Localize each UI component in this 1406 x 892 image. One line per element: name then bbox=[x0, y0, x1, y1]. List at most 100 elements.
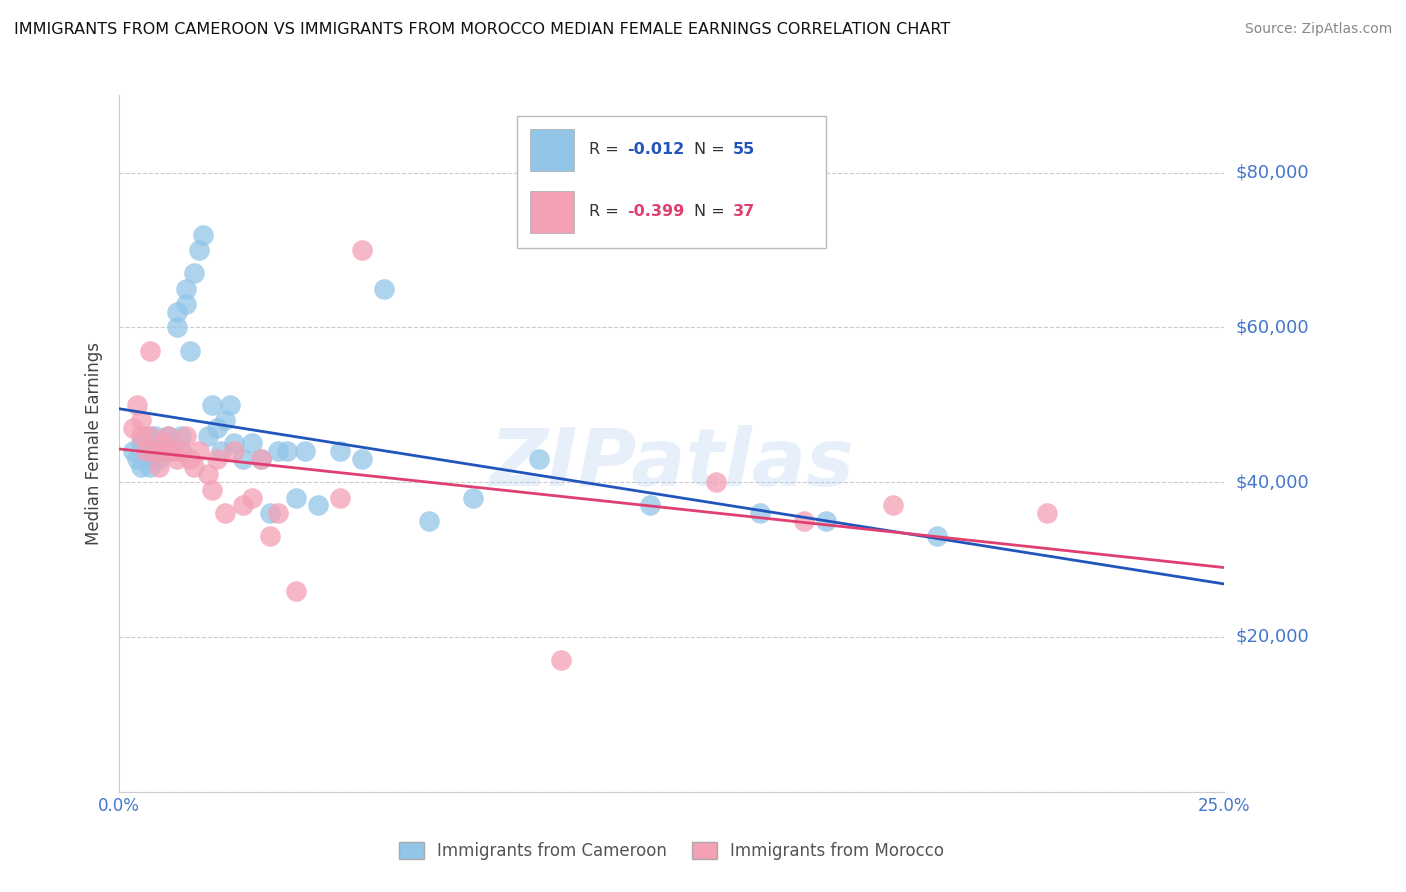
Point bbox=[139, 452, 162, 467]
Point bbox=[135, 444, 157, 458]
Point bbox=[162, 444, 184, 458]
Point bbox=[170, 429, 193, 443]
Text: $80,000: $80,000 bbox=[1236, 163, 1309, 182]
Bar bbox=[530, 128, 575, 170]
Point bbox=[704, 475, 727, 490]
Point bbox=[197, 467, 219, 482]
Point bbox=[143, 444, 166, 458]
Point bbox=[125, 452, 148, 467]
Point bbox=[187, 444, 209, 458]
Text: 37: 37 bbox=[733, 204, 755, 219]
Text: ZIPatlas: ZIPatlas bbox=[489, 425, 855, 503]
Text: $60,000: $60,000 bbox=[1236, 318, 1309, 336]
Point bbox=[418, 514, 440, 528]
Point bbox=[187, 243, 209, 257]
Text: $20,000: $20,000 bbox=[1236, 628, 1309, 646]
Point bbox=[166, 305, 188, 319]
Bar bbox=[517, 116, 827, 249]
Point bbox=[201, 483, 224, 497]
Point bbox=[550, 653, 572, 667]
Point bbox=[249, 452, 271, 467]
Point bbox=[179, 343, 201, 358]
Y-axis label: Median Female Earnings: Median Female Earnings bbox=[86, 342, 103, 545]
Text: N =: N = bbox=[693, 204, 730, 219]
Point bbox=[131, 413, 153, 427]
Point bbox=[232, 452, 254, 467]
Point bbox=[815, 514, 838, 528]
Point bbox=[179, 452, 201, 467]
Point bbox=[214, 506, 236, 520]
Point bbox=[135, 429, 157, 443]
Point bbox=[205, 452, 228, 467]
Point bbox=[131, 429, 153, 443]
Point bbox=[152, 436, 174, 450]
Point bbox=[166, 452, 188, 467]
Point bbox=[294, 444, 316, 458]
Point bbox=[224, 444, 246, 458]
Point bbox=[267, 506, 290, 520]
Point bbox=[749, 506, 772, 520]
Point bbox=[139, 436, 162, 450]
Point bbox=[276, 444, 298, 458]
Point bbox=[162, 436, 184, 450]
Point bbox=[205, 421, 228, 435]
Point bbox=[143, 444, 166, 458]
Text: N =: N = bbox=[693, 142, 730, 157]
Text: R =: R = bbox=[589, 142, 624, 157]
Point bbox=[197, 429, 219, 443]
Point bbox=[209, 444, 232, 458]
Point bbox=[183, 459, 205, 474]
Point bbox=[152, 444, 174, 458]
Point bbox=[166, 320, 188, 334]
Point bbox=[131, 459, 153, 474]
Point bbox=[139, 459, 162, 474]
Point bbox=[174, 282, 197, 296]
Text: $40,000: $40,000 bbox=[1236, 473, 1309, 491]
Point bbox=[162, 444, 184, 458]
Point bbox=[329, 491, 352, 505]
Point bbox=[152, 436, 174, 450]
Text: -0.012: -0.012 bbox=[627, 142, 685, 157]
Point bbox=[249, 452, 271, 467]
Point bbox=[174, 429, 197, 443]
Bar bbox=[530, 191, 575, 233]
Point bbox=[267, 444, 290, 458]
Point bbox=[461, 491, 484, 505]
Point bbox=[527, 452, 550, 467]
Text: -0.399: -0.399 bbox=[627, 204, 685, 219]
Point bbox=[224, 436, 246, 450]
Point bbox=[148, 452, 170, 467]
Point bbox=[329, 444, 352, 458]
Point bbox=[218, 398, 240, 412]
Point bbox=[352, 243, 374, 257]
Point bbox=[373, 282, 395, 296]
Text: R =: R = bbox=[589, 204, 624, 219]
Point bbox=[152, 444, 174, 458]
Point bbox=[793, 514, 815, 528]
Point bbox=[156, 444, 179, 458]
Point bbox=[148, 459, 170, 474]
Point bbox=[240, 491, 263, 505]
Text: IMMIGRANTS FROM CAMEROON VS IMMIGRANTS FROM MOROCCO MEDIAN FEMALE EARNINGS CORRE: IMMIGRANTS FROM CAMEROON VS IMMIGRANTS F… bbox=[14, 22, 950, 37]
Point bbox=[121, 421, 143, 435]
Point bbox=[183, 266, 205, 280]
Text: 55: 55 bbox=[733, 142, 755, 157]
Point bbox=[131, 436, 153, 450]
Point bbox=[1036, 506, 1059, 520]
Point bbox=[156, 429, 179, 443]
Point bbox=[240, 436, 263, 450]
Text: Source: ZipAtlas.com: Source: ZipAtlas.com bbox=[1244, 22, 1392, 37]
Point bbox=[259, 506, 281, 520]
Point bbox=[174, 297, 197, 311]
Point bbox=[139, 343, 162, 358]
Point bbox=[259, 529, 281, 543]
Point bbox=[121, 444, 143, 458]
Point bbox=[638, 499, 661, 513]
Point bbox=[148, 444, 170, 458]
Legend: Immigrants from Cameroon, Immigrants from Morocco: Immigrants from Cameroon, Immigrants fro… bbox=[392, 836, 950, 867]
Point bbox=[139, 429, 162, 443]
Point bbox=[125, 398, 148, 412]
Point bbox=[307, 499, 329, 513]
Point bbox=[285, 491, 308, 505]
Point bbox=[232, 499, 254, 513]
